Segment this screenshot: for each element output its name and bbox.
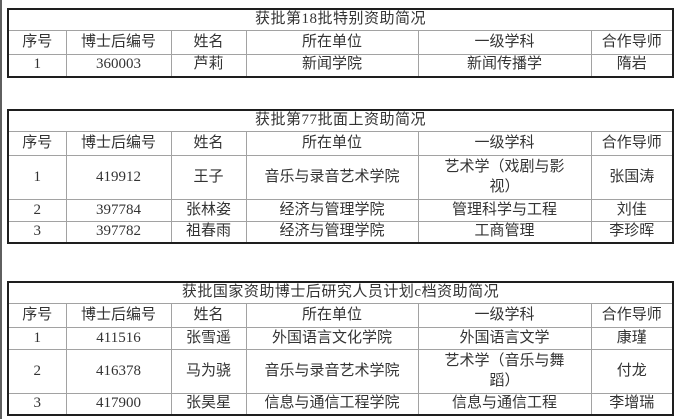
table-title: 获批第18批特别资助简况 bbox=[7, 8, 674, 31]
column-header: 合作导师 bbox=[590, 30, 674, 55]
column-header: 合作导师 bbox=[590, 303, 674, 328]
column-header: 序号 bbox=[7, 303, 67, 328]
table-cell: 艺术学（戏剧与影 视） bbox=[417, 155, 592, 200]
column-header: 一级学科 bbox=[417, 131, 592, 156]
table-row: 3 417900 张昊星 信息与通信工程学院 信息与通信工程 李增瑞 bbox=[7, 392, 674, 416]
special-funding-table: 获批第18批特别资助简况 序号 博士后编号 姓名 所在单位 一级学科 合作导师 … bbox=[7, 8, 675, 78]
table-row: 1 411516 张雪遥 外国语言文化学院 外国语言文学 康瑾 bbox=[7, 327, 674, 350]
column-header: 合作导师 bbox=[590, 131, 674, 156]
table-cell: 411516 bbox=[65, 327, 172, 350]
column-header: 序号 bbox=[7, 131, 67, 156]
table-cell: 音乐与录音艺术学院 bbox=[245, 349, 419, 394]
table-cell: 刘佳 bbox=[590, 199, 674, 222]
table-cell: 张昊星 bbox=[170, 392, 247, 416]
table-header-row: 序号 博士后编号 姓名 所在单位 一级学科 合作导师 bbox=[7, 30, 674, 55]
table-cell: 1 bbox=[7, 54, 67, 77]
table-cell: 李珍晖 bbox=[590, 220, 674, 244]
column-header: 博士后编号 bbox=[65, 30, 172, 55]
column-header: 所在单位 bbox=[245, 30, 419, 55]
table-cell: 芦莉 bbox=[170, 54, 247, 77]
table-row: 1 419912 王子 音乐与录音艺术学院 艺术学（戏剧与影 视） 张国涛 bbox=[7, 155, 674, 200]
table-cell: 张雪遥 bbox=[170, 327, 247, 350]
table-title: 获批国家资助博士后研究人员计划c档资助简况 bbox=[7, 281, 674, 304]
table-row: 1 360003 芦莉 新闻学院 新闻传播学 隋岩 bbox=[7, 54, 674, 77]
table-title-row: 获批国家资助博士后研究人员计划c档资助简况 bbox=[7, 281, 674, 304]
table-cell: 外国语言文学 bbox=[417, 327, 592, 350]
table-row: 2 397784 张林姿 经济与管理学院 管理科学与工程 刘佳 bbox=[7, 199, 674, 222]
table-cell: 1 bbox=[7, 155, 67, 200]
general-funding-table: 获批第77批面上资助简况 序号 博士后编号 姓名 所在单位 一级学科 合作导师 … bbox=[7, 109, 675, 244]
column-header: 姓名 bbox=[170, 30, 247, 55]
table-cell: 张国涛 bbox=[590, 155, 674, 200]
column-header: 所在单位 bbox=[245, 303, 419, 328]
table-cell: 祖春雨 bbox=[170, 220, 247, 244]
table-cell: 417900 bbox=[65, 392, 172, 416]
table-cell: 397784 bbox=[65, 199, 172, 222]
table-cell: 360003 bbox=[65, 54, 172, 77]
table-cell: 经济与管理学院 bbox=[245, 199, 419, 222]
page-edge-line bbox=[0, 0, 2, 419]
table-cell: 工商管理 bbox=[417, 220, 592, 244]
table-cell: 康瑾 bbox=[590, 327, 674, 350]
table-cell: 管理科学与工程 bbox=[417, 199, 592, 222]
table-cell: 信息与通信工程 bbox=[417, 392, 592, 416]
table-cell: 马为骁 bbox=[170, 349, 247, 394]
table-row: 2 416378 马为骁 音乐与录音艺术学院 艺术学（音乐与舞 蹈） 付龙 bbox=[7, 349, 674, 394]
column-header: 姓名 bbox=[170, 131, 247, 156]
table-title-row: 获批第18批特别资助简况 bbox=[7, 8, 674, 31]
table-cell: 3 bbox=[7, 220, 67, 244]
table-cell: 李增瑞 bbox=[590, 392, 674, 416]
table-header-row: 序号 博士后编号 姓名 所在单位 一级学科 合作导师 bbox=[7, 131, 674, 156]
column-header: 博士后编号 bbox=[65, 303, 172, 328]
table-row: 3 397782 祖春雨 经济与管理学院 工商管理 李珍晖 bbox=[7, 220, 674, 244]
table-cell: 2 bbox=[7, 349, 67, 394]
table-cell: 王子 bbox=[170, 155, 247, 200]
table-cell: 416378 bbox=[65, 349, 172, 394]
table-cell: 隋岩 bbox=[590, 54, 674, 77]
column-header: 姓名 bbox=[170, 303, 247, 328]
table-title-row: 获批第77批面上资助简况 bbox=[7, 109, 674, 132]
column-header: 博士后编号 bbox=[65, 131, 172, 156]
column-header: 一级学科 bbox=[417, 303, 592, 328]
table-cell: 张林姿 bbox=[170, 199, 247, 222]
table-cell: 信息与通信工程学院 bbox=[245, 392, 419, 416]
column-header: 所在单位 bbox=[245, 131, 419, 156]
table-cell: 1 bbox=[7, 327, 67, 350]
table-cell: 音乐与录音艺术学院 bbox=[245, 155, 419, 200]
table-cell: 付龙 bbox=[590, 349, 674, 394]
table-cell: 外国语言文化学院 bbox=[245, 327, 419, 350]
table-cell: 397782 bbox=[65, 220, 172, 244]
table-cell: 新闻学院 bbox=[245, 54, 419, 77]
table-cell: 3 bbox=[7, 392, 67, 416]
column-header: 序号 bbox=[7, 30, 67, 55]
table-cell: 419912 bbox=[65, 155, 172, 200]
table-cell: 经济与管理学院 bbox=[245, 220, 419, 244]
table-cell: 新闻传播学 bbox=[417, 54, 592, 77]
table-header-row: 序号 博士后编号 姓名 所在单位 一级学科 合作导师 bbox=[7, 303, 674, 328]
column-header: 一级学科 bbox=[417, 30, 592, 55]
plan-c-funding-table: 获批国家资助博士后研究人员计划c档资助简况 序号 博士后编号 姓名 所在单位 一… bbox=[7, 281, 675, 416]
table-cell: 2 bbox=[7, 199, 67, 222]
table-title: 获批第77批面上资助简况 bbox=[7, 109, 674, 132]
table-cell: 艺术学（音乐与舞 蹈） bbox=[417, 349, 592, 394]
